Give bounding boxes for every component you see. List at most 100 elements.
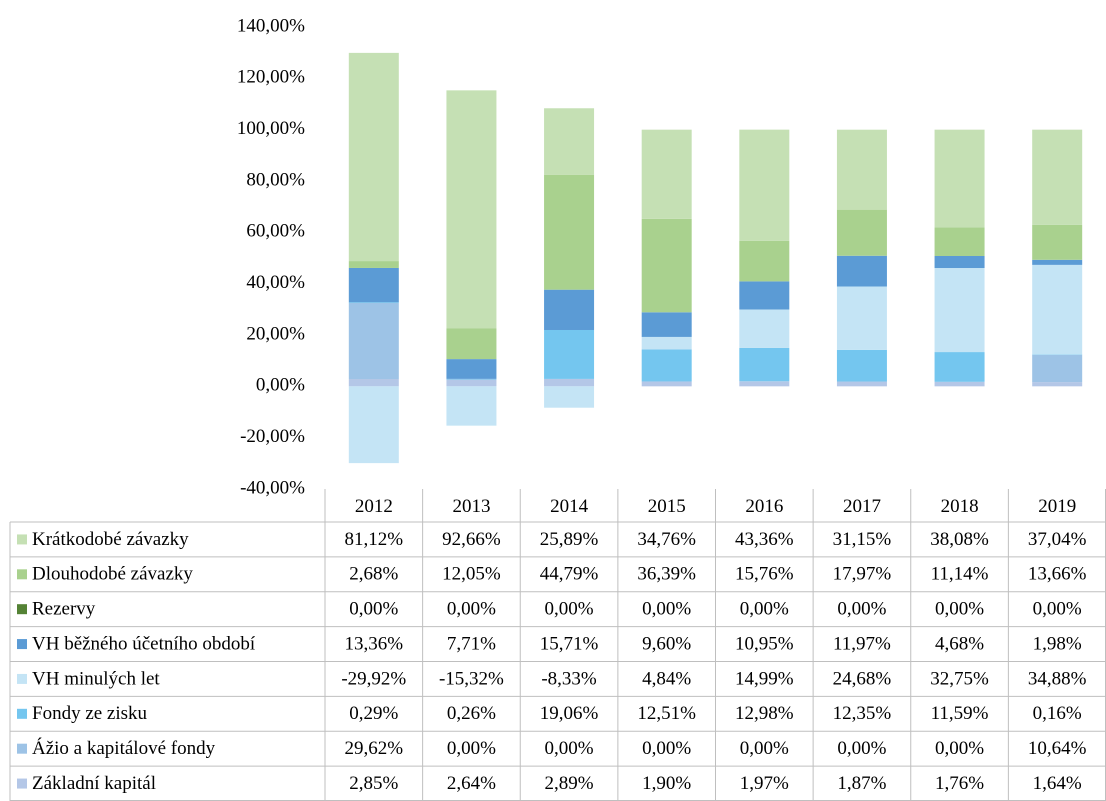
table-value: 13,36%: [345, 633, 404, 654]
table-value: 2,89%: [545, 773, 594, 794]
y-tick-label: -40,00%: [240, 477, 305, 498]
legend-swatch: [17, 708, 27, 719]
table-value: 12,05%: [442, 564, 501, 585]
bar-segment: [836, 349, 887, 382]
y-tick-label: 100,00%: [237, 118, 305, 139]
bar-segment: [934, 381, 985, 387]
table-value: 38,08%: [930, 529, 989, 550]
bar-segment: [641, 336, 692, 350]
bar-segment: [836, 381, 887, 387]
y-tick-label: 140,00%: [237, 15, 305, 36]
legend-swatch: [17, 534, 27, 545]
table-value: 37,04%: [1028, 529, 1087, 550]
table-value: 36,39%: [637, 564, 696, 585]
bar-segment: [739, 281, 790, 310]
table-value: 34,76%: [637, 529, 696, 550]
bar-segment: [1032, 354, 1083, 383]
table-value: 1,64%: [1033, 773, 1082, 794]
table-value: 0,00%: [447, 738, 496, 759]
bar-segment: [934, 227, 985, 256]
table-value: 2,68%: [349, 564, 398, 585]
table-value: 0,00%: [740, 738, 789, 759]
legend-label: Základní kapitál: [32, 773, 156, 794]
bar-segment: [934, 268, 985, 353]
bar-segment: [641, 349, 692, 382]
table-value: 17,97%: [833, 564, 892, 585]
y-tick-label: 120,00%: [237, 67, 305, 88]
bar-segment: [348, 302, 399, 380]
table-value: 10,64%: [1028, 738, 1087, 759]
bar-segment: [348, 379, 399, 387]
bar-segment: [836, 129, 887, 210]
bar-segment: [446, 386, 497, 426]
table-value: 0,00%: [935, 599, 984, 620]
y-tick-label: -20,00%: [240, 426, 305, 447]
table-value: 12,51%: [637, 703, 696, 724]
bar-segment: [348, 267, 399, 303]
bar-segment: [348, 302, 399, 303]
bar-segment: [446, 379, 497, 387]
bar-segment: [1032, 259, 1083, 265]
table-value: 0,00%: [935, 738, 984, 759]
legend-swatch: [17, 604, 27, 615]
legend-swatch: [17, 673, 27, 684]
table-value: 0,00%: [1033, 599, 1082, 620]
table-value: 1,90%: [642, 773, 691, 794]
legend-label: Rezervy: [32, 599, 96, 620]
legend-label: Krátkodobé závazky: [32, 529, 189, 550]
legend-swatch: [17, 743, 27, 754]
x-tick-label: 2014: [550, 496, 589, 517]
table-value: 19,06%: [540, 703, 599, 724]
table-value: 12,98%: [735, 703, 794, 724]
bar-segment: [641, 312, 692, 337]
table-value: 0,00%: [642, 599, 691, 620]
bar-segment: [446, 328, 497, 360]
bar-segment: [544, 289, 595, 330]
table-value: 15,71%: [540, 633, 599, 654]
table-value: 4,84%: [642, 668, 691, 689]
table-value: 0,26%: [447, 703, 496, 724]
x-tick-label: 2018: [941, 496, 979, 517]
table-value: 25,89%: [540, 529, 599, 550]
table-value: 31,15%: [833, 529, 892, 550]
bar-segment: [739, 240, 790, 282]
table-value: 44,79%: [540, 564, 599, 585]
table-value: 29,62%: [345, 738, 404, 759]
y-tick-label: 80,00%: [246, 169, 305, 190]
bar-segment: [836, 209, 887, 256]
table-value: 2,64%: [447, 773, 496, 794]
legend-swatch: [17, 639, 27, 650]
y-tick-label: 40,00%: [246, 272, 305, 293]
bar-segment: [934, 129, 985, 228]
table-value: 0,00%: [642, 738, 691, 759]
bar-segment: [1032, 129, 1083, 225]
table-value: 0,16%: [1033, 703, 1082, 724]
bar-segment: [934, 255, 985, 269]
bar-segment: [446, 359, 497, 379]
bar-segment: [739, 129, 790, 241]
table-value: -8,33%: [541, 668, 597, 689]
table-value: 0,00%: [837, 738, 886, 759]
table-value: -15,32%: [439, 668, 504, 689]
legend-label: Ážio a kapitálové fondy: [32, 737, 216, 759]
x-tick-label: 2016: [745, 496, 783, 517]
table-value: 14,99%: [735, 668, 794, 689]
table-value: 0,00%: [837, 599, 886, 620]
table-value: 32,75%: [930, 668, 989, 689]
table-value: 13,66%: [1028, 564, 1087, 585]
y-tick-label: 20,00%: [246, 323, 305, 344]
bar-segment: [1032, 224, 1083, 260]
bar-segment: [544, 174, 595, 290]
y-tick-label: 0,00%: [256, 375, 305, 396]
table-value: 7,71%: [447, 633, 496, 654]
table-value: 12,35%: [833, 703, 892, 724]
table-value: 15,76%: [735, 564, 794, 585]
legend-label: VH běžného účetního období: [32, 633, 256, 654]
bar-segment: [934, 352, 985, 382]
table-value: 11,59%: [931, 703, 989, 724]
legend-label: VH minulých let: [32, 668, 160, 689]
table-value: 2,85%: [349, 773, 398, 794]
x-tick-label: 2017: [843, 496, 881, 517]
bar-segment: [544, 329, 595, 379]
